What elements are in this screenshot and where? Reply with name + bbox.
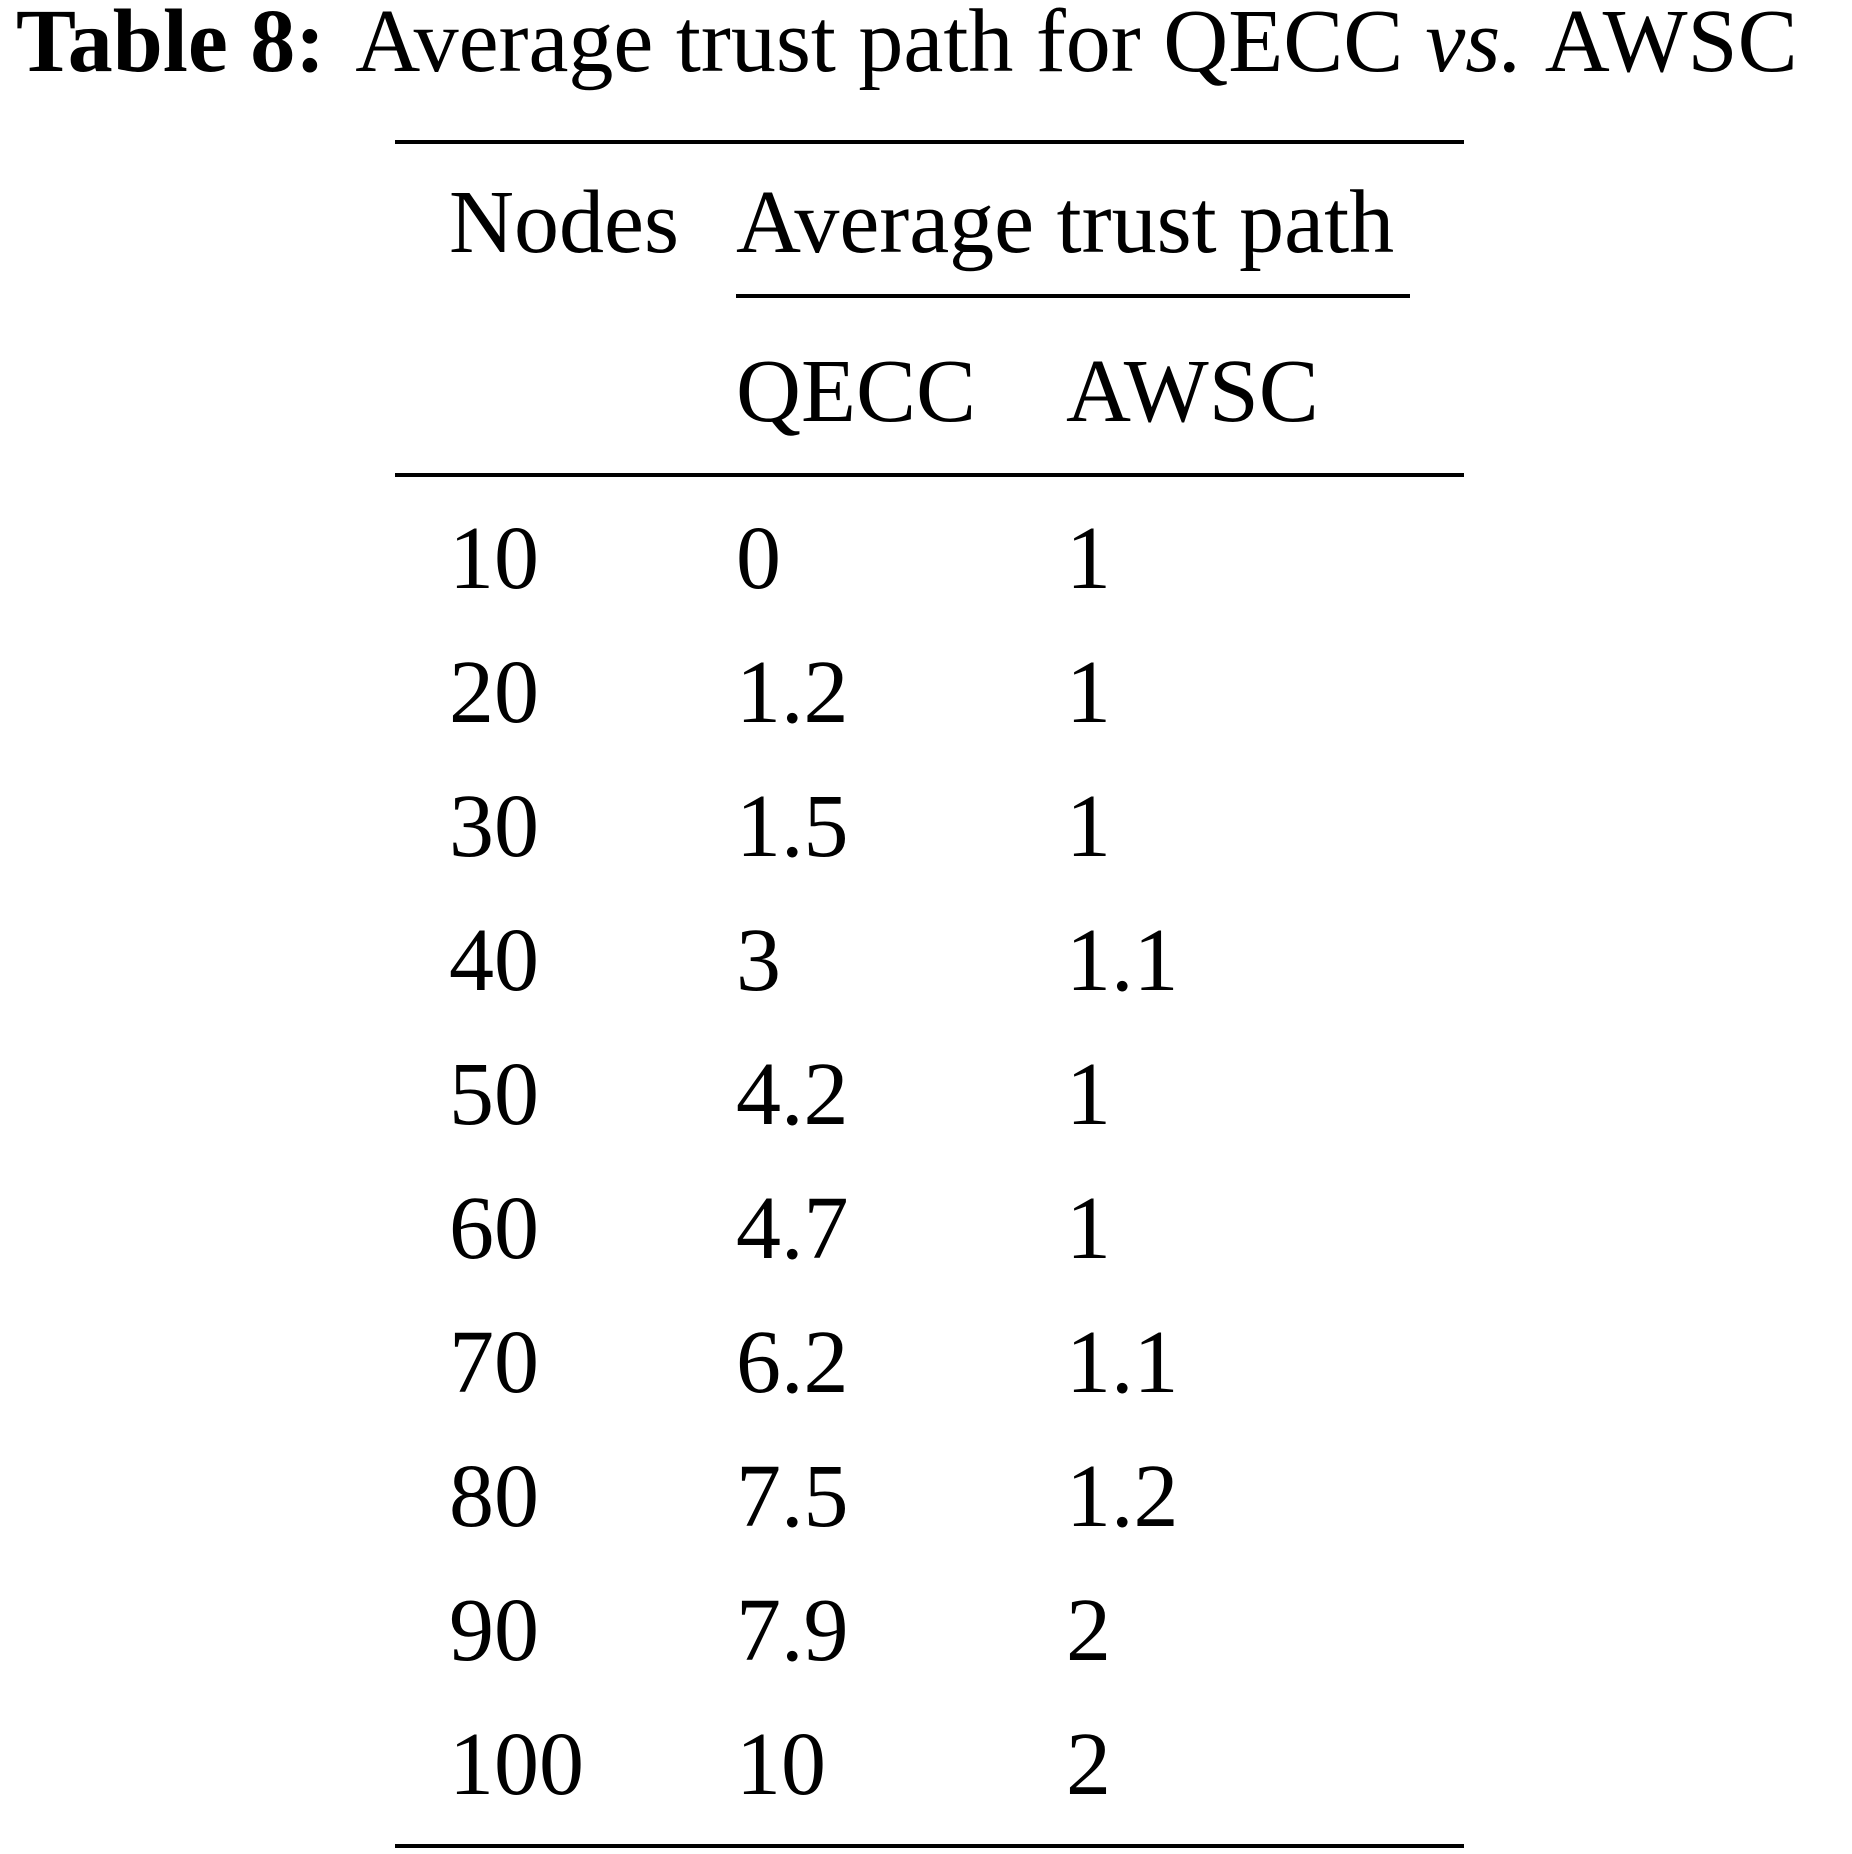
header-group: Average trust path xyxy=(736,173,1394,272)
table-cell: 4.2 xyxy=(736,1045,849,1144)
header-column: QECC xyxy=(736,342,976,441)
table-cell: 90 xyxy=(449,1581,539,1680)
table-cell: 40 xyxy=(449,911,539,1010)
table-cell: 7.9 xyxy=(736,1581,849,1680)
table-cell: 1 xyxy=(1066,1045,1111,1144)
table-cell: 60 xyxy=(449,1179,539,1278)
table-cell: 20 xyxy=(449,643,539,742)
table-cell: 2 xyxy=(1066,1581,1111,1680)
header-nodes: Nodes xyxy=(449,173,679,272)
caption-text: Average trust path for QECC xyxy=(355,0,1403,91)
table-cell: 80 xyxy=(449,1447,539,1546)
table-cell: 3 xyxy=(736,911,781,1010)
table-cell: 0 xyxy=(736,509,781,608)
caption-label: Table 8: xyxy=(16,0,325,91)
table-cell: 10 xyxy=(449,509,539,608)
table-cell: 4.7 xyxy=(736,1179,849,1278)
table-cell: 50 xyxy=(449,1045,539,1144)
table-cell: 2 xyxy=(1066,1715,1111,1814)
table-cell: 6.2 xyxy=(736,1313,849,1412)
table-cell: 30 xyxy=(449,777,539,876)
table-cell: 1.5 xyxy=(736,777,849,876)
header-column: AWSC xyxy=(1066,342,1319,441)
table-cell: 1.1 xyxy=(1066,911,1179,1010)
table-cell: 10 xyxy=(736,1715,826,1814)
table-cell: 70 xyxy=(449,1313,539,1412)
table-cell: 1 xyxy=(1066,777,1111,876)
table-cell: 1.2 xyxy=(1066,1447,1179,1546)
table-cell: 1 xyxy=(1066,1179,1111,1278)
table-cell: 1 xyxy=(1066,643,1111,742)
table-cell: 7.5 xyxy=(736,1447,849,1546)
caption: Table 8: Average trust path for QECC vs. AW… xyxy=(16,0,1798,91)
table-cell: 1.1 xyxy=(1066,1313,1179,1412)
caption-text-after: AWSC xyxy=(1545,0,1798,91)
table-cell: 1 xyxy=(1066,509,1111,608)
caption-emphasis: vs. xyxy=(1425,0,1522,91)
table-cell: 1.2 xyxy=(736,643,849,742)
table-cell: 100 xyxy=(449,1715,584,1814)
